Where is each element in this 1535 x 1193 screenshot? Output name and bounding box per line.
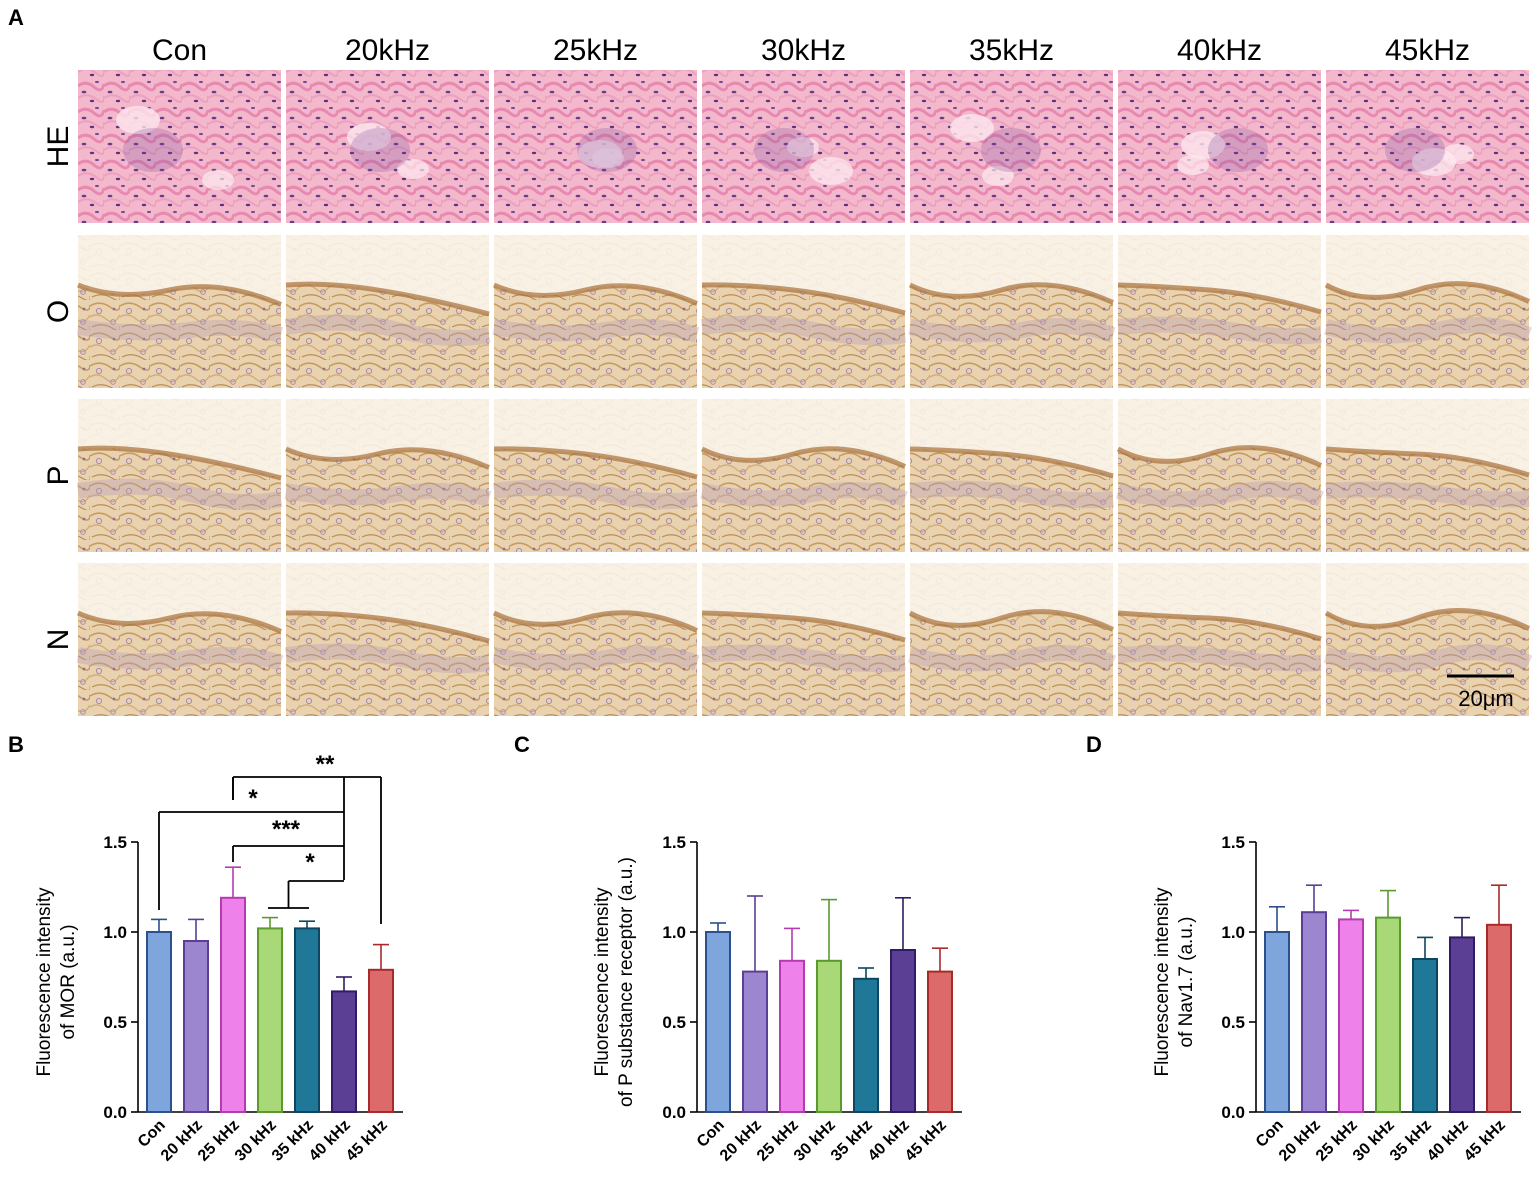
panel-letter: C (514, 732, 530, 757)
panel-letter: B (8, 732, 24, 757)
row-header: O (42, 300, 75, 323)
panel-letter: D (1086, 732, 1102, 757)
bar (1264, 931, 1290, 1113)
micrograph-tile (1326, 70, 1529, 223)
column-header: 25kHz (553, 34, 638, 67)
micrograph-tile (1117, 563, 1322, 716)
bar (1412, 958, 1438, 1113)
bar (853, 977, 879, 1113)
y-tick-label: 1.5 (662, 833, 686, 852)
bar (1449, 936, 1475, 1114)
scale-bar-label: 20μm (1458, 686, 1513, 711)
micrograph-tile (908, 235, 1116, 388)
micrograph-tile (701, 563, 906, 716)
micrograph-tile (286, 70, 489, 223)
column-header: 40kHz (1177, 34, 1262, 67)
bar (705, 931, 731, 1113)
micrograph-tile (700, 399, 908, 552)
bar (294, 927, 320, 1114)
bar (146, 931, 172, 1113)
micrograph-tile (76, 563, 284, 716)
significance-label: ** (316, 751, 335, 778)
micrograph-tile (76, 235, 284, 388)
y-tick-label: 0.0 (103, 1103, 127, 1122)
bar (1486, 923, 1512, 1113)
micrograph-tile (1325, 399, 1530, 552)
row-header: P (42, 465, 75, 485)
y-axis-label-line1: Fluorescence intensity (34, 887, 55, 1077)
row-header: HE (42, 126, 75, 168)
bar (183, 940, 209, 1113)
micrograph-tile (909, 399, 1114, 552)
micrograph-tile (76, 399, 283, 552)
bar (257, 927, 283, 1114)
y-tick-label: 0.0 (1221, 1103, 1245, 1122)
micrograph-tile (492, 235, 700, 388)
bar (1375, 916, 1401, 1113)
bar (890, 949, 916, 1113)
bar (927, 970, 953, 1113)
micrograph-tile (492, 563, 700, 716)
micrograph-tile (284, 399, 492, 552)
x-tick-label: 45 kHz (1461, 1117, 1509, 1165)
y-tick-label: 0.5 (103, 1013, 127, 1032)
x-tick-label: 45 kHz (343, 1117, 391, 1165)
micrograph-tile (1117, 235, 1322, 388)
column-header: 45kHz (1385, 34, 1470, 67)
micrograph-tile (284, 235, 491, 388)
panel-b-chart: B 0.0 0.5 1.0 1.5 Fluorescence intensity of MO… (8, 732, 403, 1165)
row-header: N (42, 629, 75, 651)
significance-label: *** (272, 816, 301, 843)
micrograph-tile (908, 563, 1117, 716)
panel-letter-a: A (8, 5, 24, 30)
y-axis-label-line2: of MOR (a.u.) (58, 924, 79, 1039)
micrograph-tile (910, 70, 1113, 223)
micrograph-tile (700, 235, 907, 388)
panel-c-chart: C 0.0 0.5 1.0 1.5 Fluorescence intensity of P … (514, 732, 962, 1165)
significance-label: * (305, 849, 315, 876)
bar (331, 990, 357, 1114)
y-tick-label: 0.5 (662, 1013, 686, 1032)
y-tick-label: 0.5 (1221, 1013, 1245, 1032)
micrograph-tile (78, 70, 281, 223)
y-axis-label-line1: Fluorescence intensity (1152, 887, 1173, 1077)
y-tick-label: 1.0 (1221, 923, 1245, 942)
micrograph-tile (1324, 235, 1533, 388)
significance-label: * (248, 785, 258, 812)
column-header: 20kHz (345, 34, 430, 67)
y-axis-label-line2: of P substance receptor (a.u.) (616, 857, 637, 1107)
bar (779, 959, 805, 1113)
bar (368, 968, 394, 1113)
y-tick-label: 1.5 (103, 833, 127, 852)
panel-d-chart: D 0.0 0.5 1.0 1.5 Fluorescence intensity of Na… (1086, 732, 1521, 1165)
bar (1338, 918, 1364, 1114)
x-tick-label: 45 kHz (902, 1117, 950, 1165)
y-axis-label-line1: Fluorescence intensity (592, 887, 613, 1077)
micrograph-tile (1118, 70, 1321, 223)
micrograph-tile (1116, 399, 1325, 552)
significance-brackets: ******* (158, 751, 382, 924)
panel-a-micrograph-grid: A Con 20kHz 25kHz 30kHz 35kHz 40kHz 45kHz HE O P N 2… (8, 5, 1533, 716)
column-header: 35kHz (969, 34, 1054, 67)
micrograph-tile (284, 563, 491, 716)
y-tick-label: 1.5 (1221, 833, 1245, 852)
bar (1301, 911, 1327, 1114)
micrograph-tile (1323, 563, 1533, 716)
bar (742, 970, 768, 1113)
y-tick-label: 0.0 (662, 1103, 686, 1122)
micrograph-tile (494, 70, 697, 223)
column-header: Con (152, 34, 207, 67)
y-tick-label: 1.0 (103, 923, 127, 942)
y-axis-label-line2: of Nav1.7 (a.u.) (1176, 917, 1197, 1048)
bar (220, 896, 246, 1113)
micrograph-tile (702, 70, 905, 223)
micrograph-tile (492, 399, 699, 552)
y-tick-label: 1.0 (662, 923, 686, 942)
column-header: 30kHz (761, 34, 846, 67)
bar (816, 959, 842, 1113)
